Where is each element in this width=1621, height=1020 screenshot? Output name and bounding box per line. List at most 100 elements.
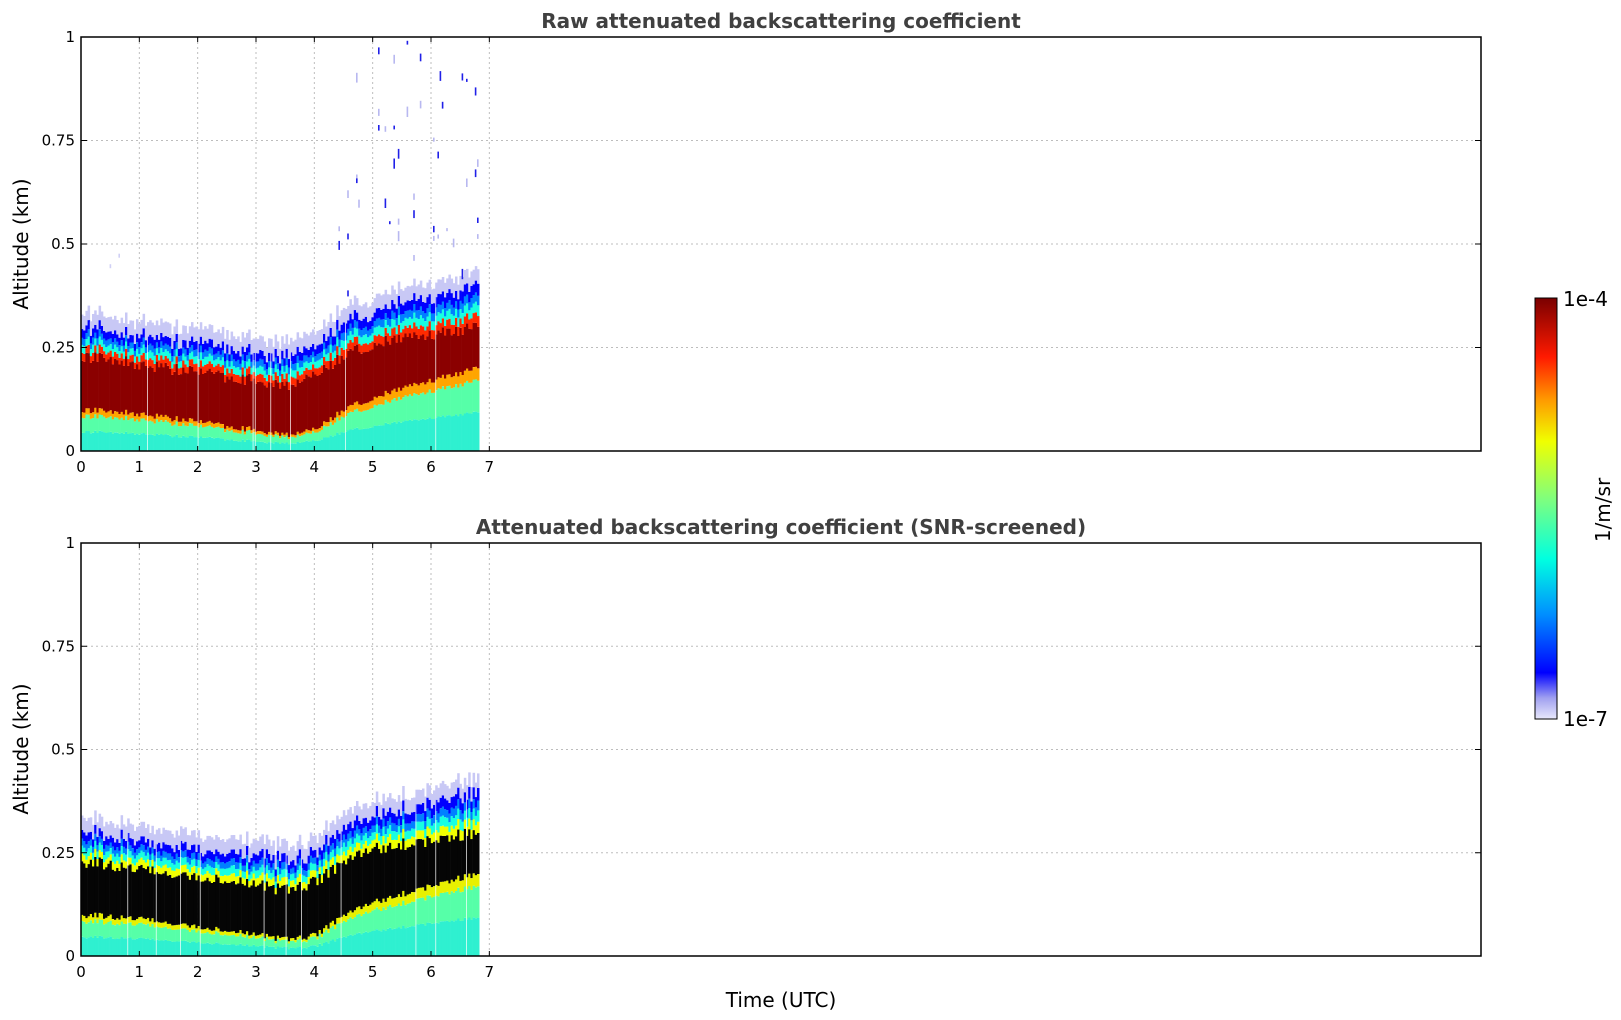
heatmap-cell [272, 368, 275, 374]
heatmap-cell [349, 411, 352, 430]
heatmap-cell [243, 945, 247, 956]
heatmap-cell [325, 929, 328, 942]
heatmap-cell [285, 432, 289, 436]
heatmap-cell [305, 849, 308, 864]
heatmap-cell [309, 332, 313, 347]
heatmap-cell [195, 363, 198, 372]
heatmap-cell [358, 913, 361, 933]
heatmap-cell [248, 847, 251, 863]
heatmap-cell [378, 425, 381, 451]
heatmap-cell [358, 343, 361, 352]
heatmap-cell [116, 417, 119, 433]
heatmap-cell [175, 924, 179, 930]
heatmap-cell [147, 360, 150, 368]
heatmap-cell [254, 870, 258, 879]
heatmap-cell [151, 337, 154, 346]
heatmap-cell [296, 346, 300, 356]
heatmap-cell [329, 361, 333, 418]
heatmap-cell [287, 879, 291, 887]
heatmap-cell [393, 398, 396, 422]
heatmap-cell [393, 388, 396, 398]
heatmap-cell [155, 926, 159, 940]
heatmap-cell [369, 320, 372, 329]
heatmap-cell [448, 274, 451, 290]
heatmap-cell [347, 833, 350, 842]
heatmap-cell [184, 425, 187, 438]
heatmap-gap [435, 799, 437, 956]
heatmap-cell [362, 844, 366, 853]
heatmap-cell [364, 903, 368, 912]
heatmap-cell [175, 876, 179, 925]
heatmap-cell [395, 840, 399, 848]
heatmap-cell [417, 284, 421, 299]
heatmap-cell [182, 347, 185, 354]
heatmap-cell [378, 901, 381, 910]
heatmap-cell [338, 347, 341, 356]
heatmap-cell [411, 812, 414, 822]
heatmap-cell [89, 343, 93, 350]
heatmap-cell [219, 931, 223, 936]
heatmap-cell [391, 830, 394, 840]
heatmap-cell [356, 344, 359, 402]
heatmap-cell [378, 396, 381, 405]
y-tick-label: 0.75 [42, 132, 75, 150]
heatmap-cell [294, 370, 297, 379]
heatmap-cell [428, 810, 432, 819]
heatmap-cell [246, 934, 249, 945]
heatmap-cell [226, 344, 229, 354]
heatmap-cell [419, 924, 423, 956]
heatmap-cell [140, 355, 143, 363]
heatmap-cell [252, 944, 256, 956]
heatmap-cell [340, 847, 344, 856]
heatmap-cell [144, 862, 148, 870]
heatmap-cell [105, 340, 108, 347]
heatmap-cell [452, 839, 456, 882]
heatmap-cell [230, 331, 234, 347]
heatmap-cell [437, 304, 440, 313]
heatmap-cell [96, 923, 99, 938]
heatmap-cell [263, 341, 267, 356]
heatmap-cell [138, 421, 141, 435]
heatmap-cell [155, 844, 159, 852]
heatmap-cell [195, 932, 198, 943]
heatmap-cell [334, 417, 337, 423]
heatmap-cell [285, 884, 289, 937]
heatmap-cell [173, 929, 176, 942]
heatmap-cell [316, 429, 319, 433]
heatmap-cell [122, 358, 126, 366]
heatmap-cell [142, 924, 146, 939]
heatmap-cell [261, 431, 264, 435]
heatmap-cell [430, 392, 434, 419]
heatmap-cell [120, 332, 124, 341]
heatmap-cell [316, 354, 319, 361]
heatmap-cell [215, 365, 218, 372]
heatmap-cell [340, 416, 344, 433]
heatmap-cell [175, 342, 179, 349]
heatmap-cell [433, 832, 436, 842]
heatmap-cell [118, 842, 121, 851]
heatmap-cell [166, 875, 170, 924]
heatmap-cell [287, 893, 291, 942]
heatmap-cell [230, 873, 234, 882]
heatmap-cell [248, 430, 251, 440]
heatmap-cell [461, 803, 465, 814]
heatmap-cell [323, 349, 326, 357]
heatmap-cell [140, 937, 143, 956]
heatmap-cell [257, 431, 260, 434]
heatmap-cell [171, 856, 174, 864]
heatmap-cell [279, 846, 282, 861]
heatmap-cell [312, 870, 315, 877]
heatmap-cell [131, 418, 135, 433]
heatmap-cell [369, 335, 372, 343]
heatmap-cell [292, 938, 295, 941]
heatmap-cell [290, 874, 293, 881]
heatmap-cell [276, 341, 280, 356]
heatmap-cell [92, 328, 95, 338]
heatmap-cell [426, 826, 429, 837]
heatmap-cell [171, 877, 174, 926]
heatmap-cell [232, 935, 236, 945]
heatmap-cell [378, 334, 381, 344]
heatmap-cell [151, 866, 154, 919]
heatmap-cell [373, 832, 377, 840]
heatmap-cell [329, 866, 333, 923]
